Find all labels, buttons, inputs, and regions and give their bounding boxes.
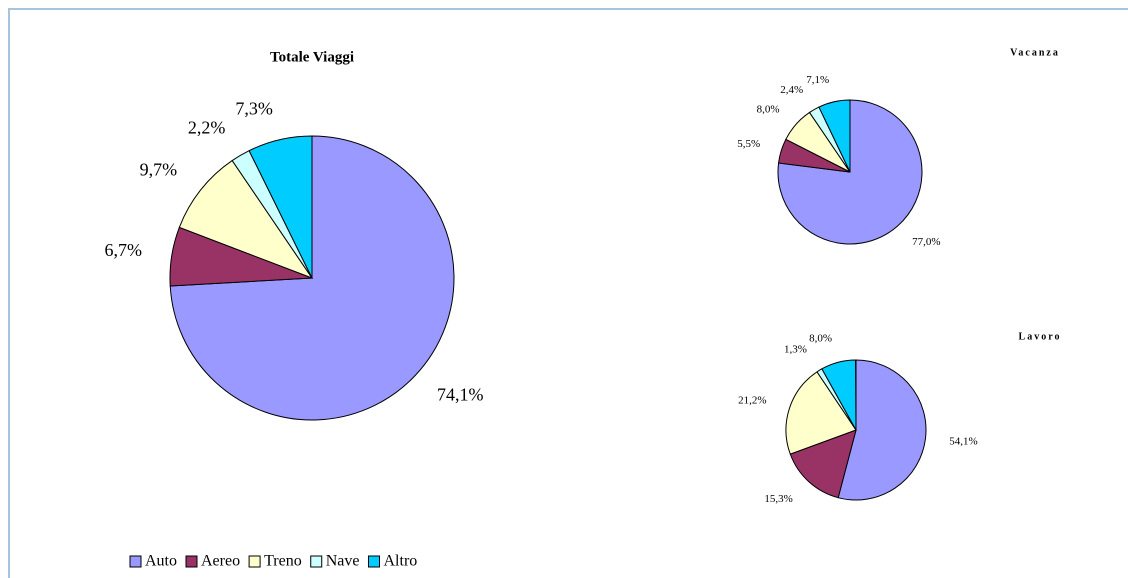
data-label: 21,2% [738, 394, 766, 406]
data-label: 1,3% [784, 343, 807, 355]
pie-slice [837, 359, 927, 501]
legend-label: Treno [264, 553, 302, 570]
pie-slice [821, 359, 857, 431]
data-label: 8,0% [757, 103, 780, 115]
chart-title: Totale Viaggi [270, 49, 354, 65]
pie-slice [789, 429, 857, 499]
legend-swatch [185, 555, 198, 568]
data-label: 7,3% [235, 99, 273, 119]
legend-swatch [310, 555, 323, 568]
data-label: 6,7% [105, 240, 143, 260]
chart-title: Vacanza [1010, 47, 1060, 58]
data-label: 77,0% [912, 236, 940, 248]
data-label: 2,4% [780, 84, 803, 96]
pie-slice [178, 159, 314, 280]
pie-slice [818, 99, 851, 173]
legend-swatch [248, 555, 261, 568]
data-label: 8,0% [809, 333, 832, 345]
data-label: 15,3% [764, 493, 792, 505]
data-label: 74,1% [437, 384, 484, 404]
pie-slice [785, 371, 857, 455]
legend-label: Altro [384, 553, 418, 570]
data-label: 54,1% [949, 436, 977, 448]
legend-label: Nave [326, 553, 360, 570]
legend-label: Aereo [201, 553, 240, 570]
legend-swatch [129, 555, 142, 568]
frame [8, 8, 1128, 578]
legend-label: Auto [145, 553, 177, 570]
chart-title: Lavoro [1019, 331, 1062, 342]
data-label: 7,1% [806, 74, 829, 86]
data-label: 5,5% [737, 138, 760, 150]
pie-slice [248, 135, 313, 279]
data-label: 9,7% [140, 159, 178, 179]
legend-swatch [368, 555, 380, 568]
data-label: 2,2% [188, 118, 226, 138]
